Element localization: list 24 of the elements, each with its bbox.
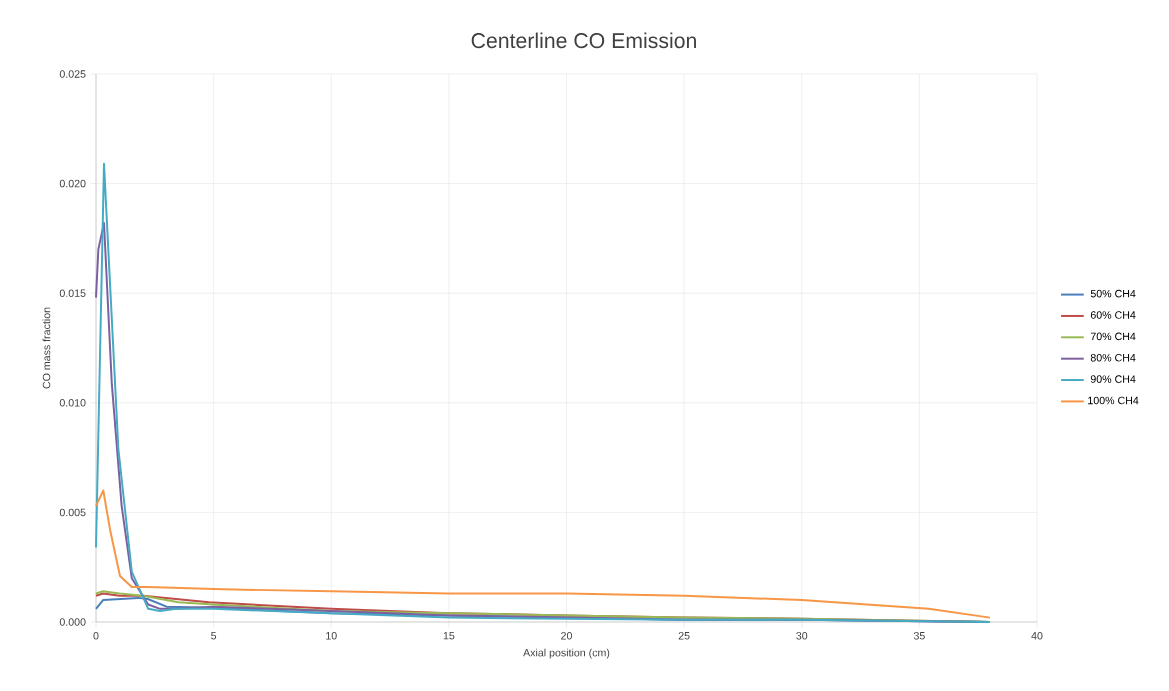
- x-tick-label: 25: [678, 632, 690, 640]
- legend-label: 90% CH4: [1090, 375, 1136, 383]
- legend-label: 80% CH4: [1090, 353, 1136, 362]
- x-tick-label: 10: [326, 632, 337, 640]
- y-tick-label: 0.015: [59, 289, 86, 297]
- legend-label: 50% CH4: [1090, 289, 1136, 298]
- x-tick-label: 20: [561, 632, 572, 640]
- x-axis-title: Axial position (cm): [523, 648, 610, 659]
- y-tick-label: 0.005: [59, 508, 86, 517]
- y-tick-label: 0.010: [59, 399, 86, 407]
- legend-label: 70% CH4: [1090, 332, 1136, 341]
- legend-label: 100% CH4: [1088, 396, 1139, 405]
- legend-label: 60% CH4: [1090, 311, 1136, 319]
- x-tick-label: 5: [211, 632, 217, 640]
- x-tick-label: 15: [443, 632, 455, 640]
- chart-title: Centerline CO Emission: [471, 32, 696, 49]
- x-tick-label: 35: [913, 632, 925, 640]
- y-tick-label: 0.020: [59, 179, 86, 188]
- y-tick-label: 0.025: [59, 70, 86, 78]
- x-tick-label: 40: [1031, 632, 1043, 640]
- x-tick-label: 30: [796, 632, 808, 640]
- x-tick-label: 0: [93, 632, 99, 640]
- y-tick-label: 0.000: [59, 618, 86, 626]
- y-axis-title: CO mass fraction: [42, 307, 51, 389]
